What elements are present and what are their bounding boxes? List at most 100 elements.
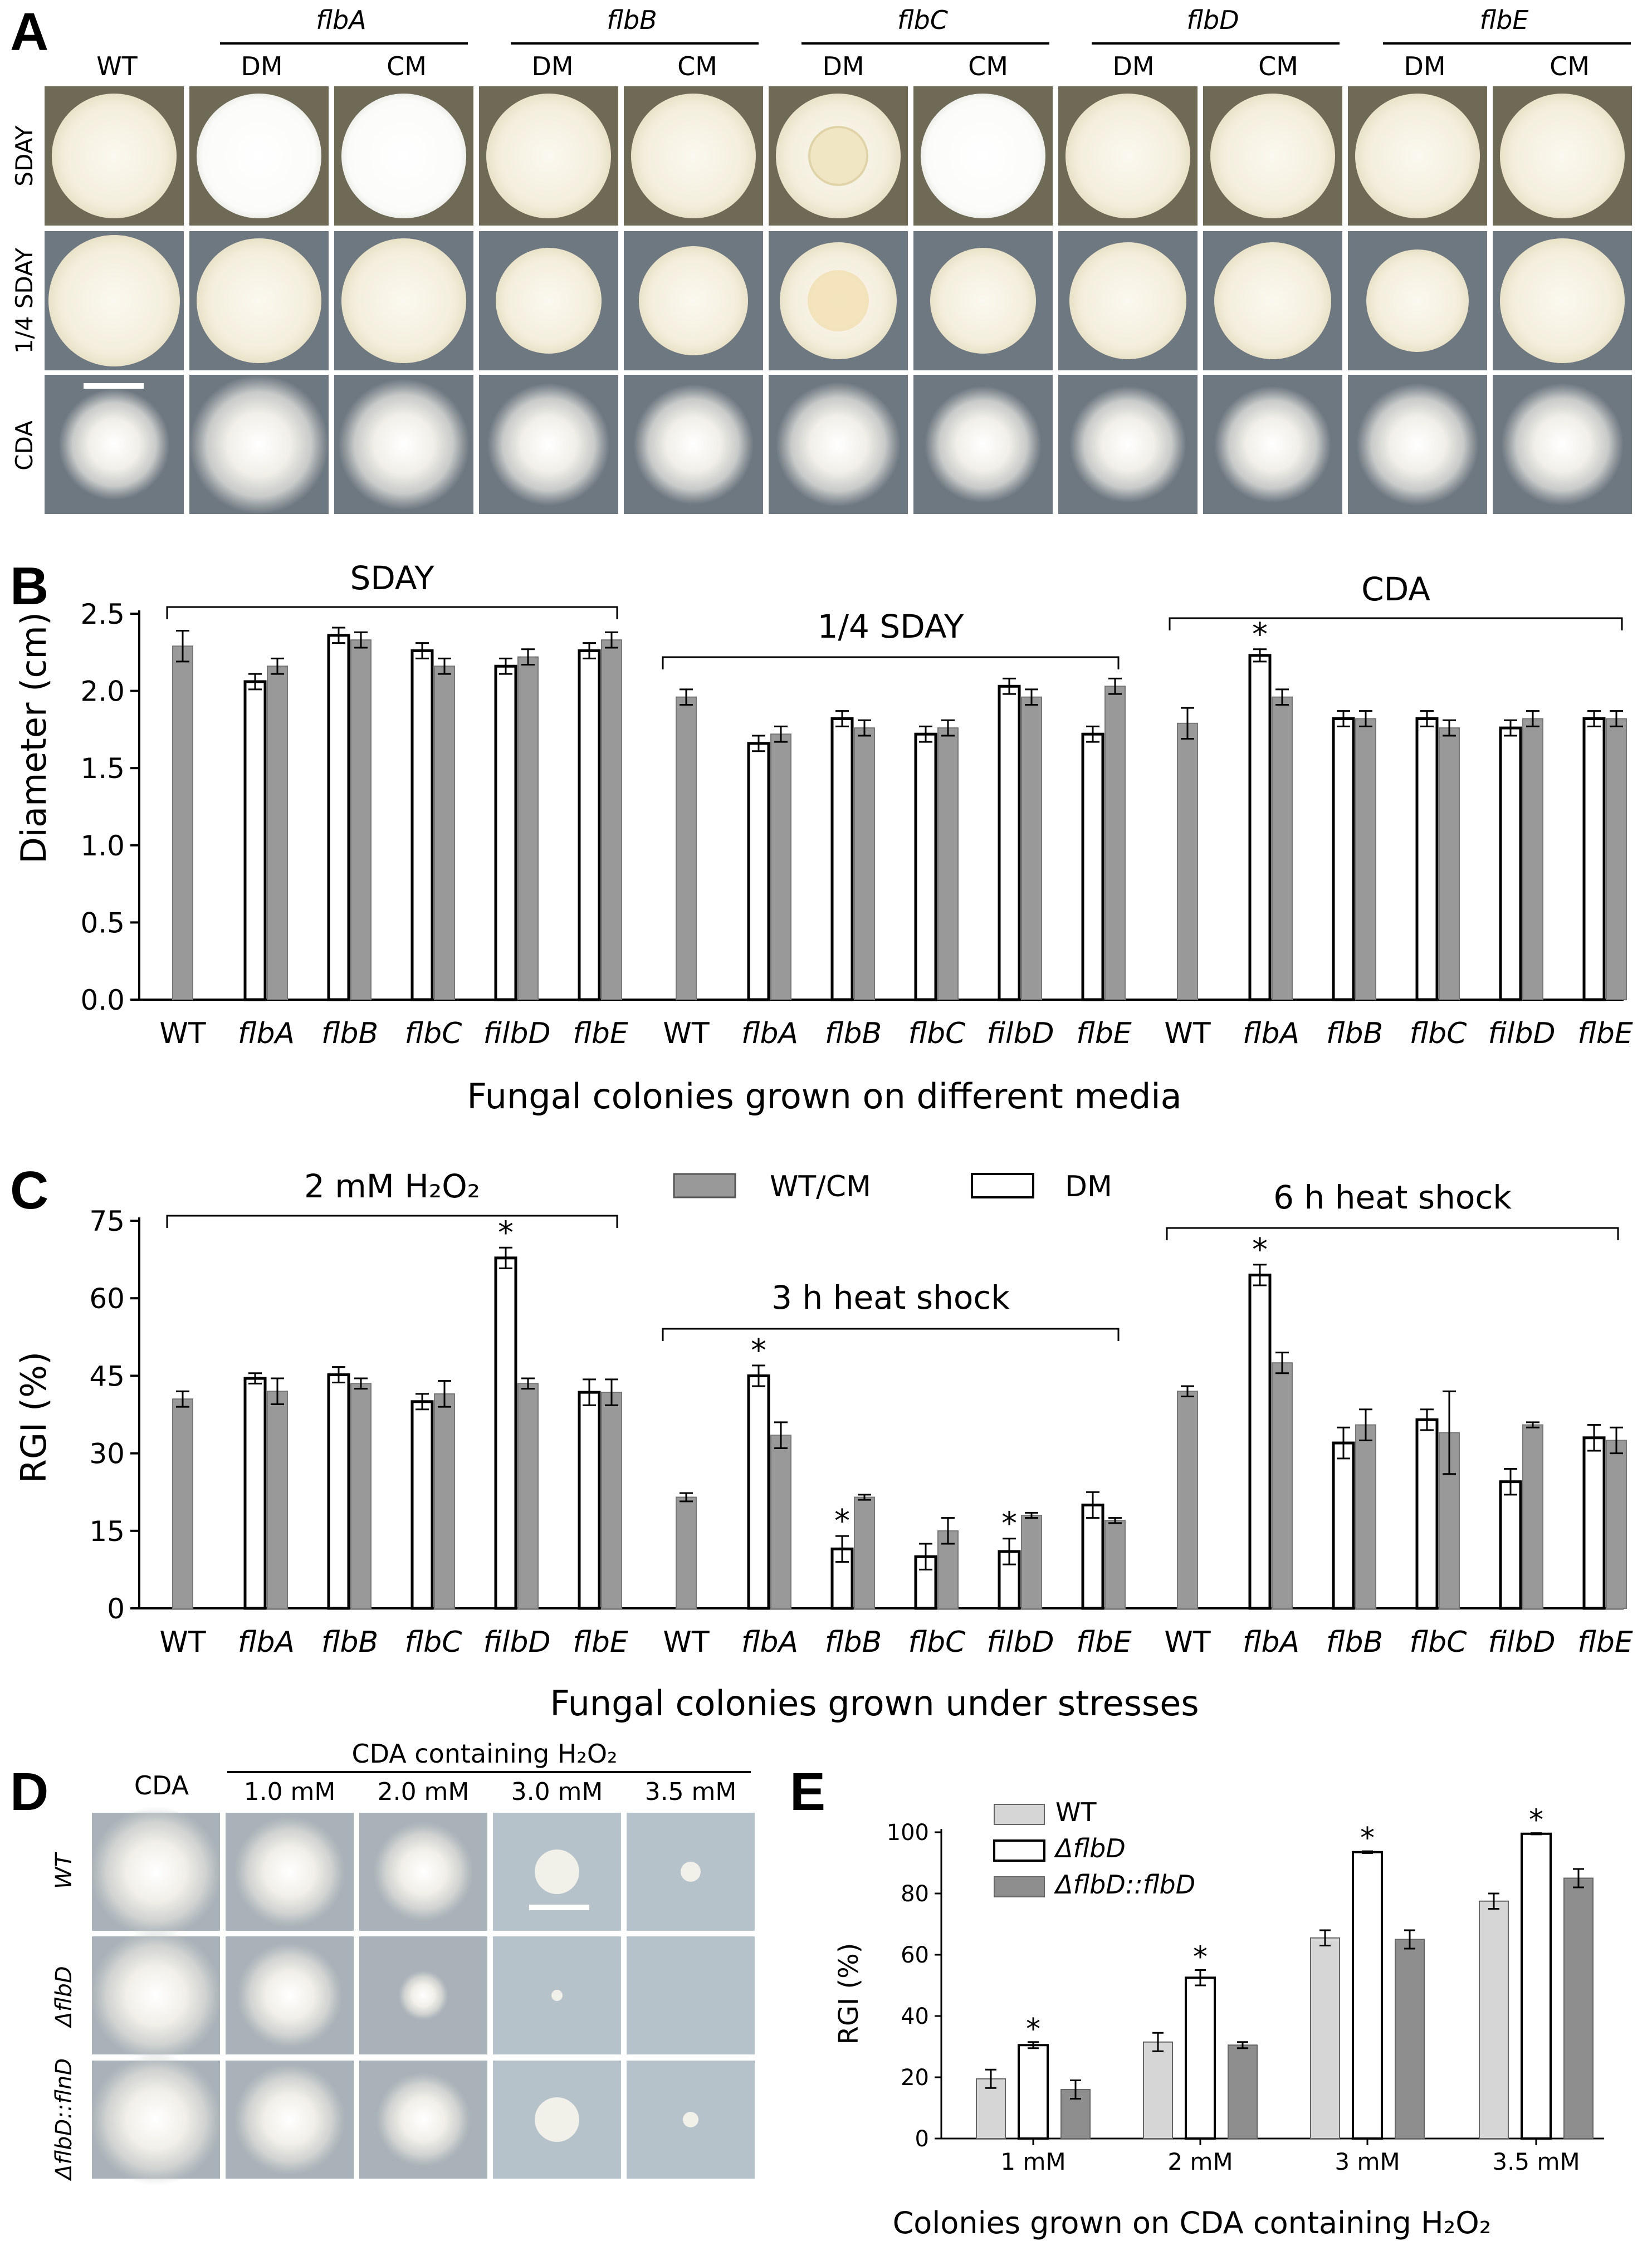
panel-d-colony (237, 1942, 343, 2048)
e-legend-label: ΔflbD (1054, 1833, 1126, 1863)
bar-DM (410, 649, 434, 1001)
panel-a-colony (921, 94, 1045, 218)
panel-e-letter: E (790, 1762, 825, 1822)
panel-a-col-flbB-DM: DM (531, 51, 573, 81)
e-y-tick-label: 60 (901, 1942, 929, 1968)
panel-a-col-flbD-CM: CM (1258, 51, 1298, 81)
error-bar (271, 1377, 284, 1405)
panel-a-colony (1501, 383, 1624, 506)
significance-star: * (498, 1215, 514, 1251)
bar-DM (327, 634, 350, 1001)
e-error-bar (1028, 2041, 1039, 2049)
panel-a-colony (1356, 383, 1479, 506)
panel-a-plates (45, 86, 1632, 514)
error-bar (583, 1378, 596, 1406)
error-bar (438, 1380, 451, 1408)
group-bracket (1166, 1227, 1619, 1240)
x-tick-label: flbE (1577, 1626, 1633, 1659)
e-legend-label: WT (1055, 1797, 1097, 1827)
bar-CM (1104, 1520, 1126, 1609)
x-tick-label: WT (1164, 1017, 1210, 1050)
bar-DM (327, 1373, 350, 1610)
bar-CM (854, 1496, 875, 1609)
error-bar (416, 1393, 429, 1411)
error-bar (752, 1364, 765, 1387)
panel-d-colony (376, 2072, 471, 2167)
bar-DM (998, 684, 1021, 1001)
x-tick-label: WT (159, 1626, 206, 1659)
error-bar (752, 735, 765, 752)
bar-CM (434, 666, 455, 1001)
error-bar (1275, 688, 1289, 706)
error-bar (858, 719, 871, 737)
significance-star: * (751, 1333, 766, 1369)
bar-CM (937, 727, 959, 1001)
x-tick-label: flbE (1577, 1017, 1633, 1050)
e-bar-light (1310, 1937, 1340, 2139)
panel-a-col-flbB-CM: CM (677, 51, 717, 81)
bar-DM (1415, 1418, 1439, 1610)
y-tick-label: 75 (89, 1205, 125, 1237)
error-bar (1359, 1408, 1372, 1441)
x-tick-label: flbC (405, 1626, 463, 1659)
error-bar (774, 1421, 788, 1449)
error-bar (521, 648, 535, 666)
bar-DM (1582, 1436, 1606, 1610)
bar-CM (601, 1392, 622, 1609)
e-bar-light (1143, 2041, 1173, 2139)
bar-DM (747, 1374, 770, 1610)
bar-WT (676, 1496, 697, 1609)
bar-CM (350, 1383, 372, 1609)
e-bar-open (1521, 1832, 1552, 2140)
x-tick-label: WT (663, 1626, 709, 1659)
panel-d-colony (681, 1862, 701, 1882)
error-bar (416, 642, 429, 659)
panel-a-group-flbC: flbC (897, 5, 948, 35)
x-tick-label: flbE (1076, 1017, 1132, 1050)
bar-WT (1177, 1391, 1198, 1609)
bar-CM (1439, 727, 1460, 1001)
x-tick-label: filbD (986, 1017, 1054, 1050)
group-bracket (166, 1215, 618, 1228)
e-x-tick-label: 2 mM (1167, 2148, 1233, 2175)
panel-d-conc: 3.5 mM (645, 1778, 737, 1806)
e-bar-open (1018, 2044, 1049, 2140)
panel-a-group-flbA: flbA (316, 5, 366, 35)
x-tick-label: flbB (825, 1626, 882, 1659)
panel-d-colony (90, 1806, 222, 1937)
significance-star: * (1001, 1506, 1017, 1542)
e-error-bar (1362, 1850, 1373, 1854)
bar-DM (494, 664, 517, 1001)
panel-a-colony (496, 248, 602, 354)
error-bar (583, 642, 596, 659)
panel-a-colony (1066, 94, 1190, 218)
error-bar (332, 1366, 345, 1383)
error-bar (605, 1378, 618, 1406)
panel-a-colony (338, 379, 470, 510)
y-tick-label: 0.0 (80, 984, 125, 1016)
bar-WT (172, 645, 193, 1001)
x-tick-label: flbB (1326, 1626, 1383, 1659)
e-y-tick-label: 20 (901, 2065, 929, 2091)
x-tick-label: filbD (483, 1626, 550, 1659)
panel-a-colony (1214, 386, 1331, 503)
e-x-tick-label: 1 mM (1000, 2148, 1066, 2175)
panel-a-colony (189, 375, 329, 514)
error-bar (941, 1517, 955, 1545)
bar-DM (1415, 717, 1439, 1001)
error-bar (1337, 710, 1350, 727)
panel-a-colony (1500, 94, 1625, 218)
error-bar (176, 1390, 189, 1408)
panel-a-letter: A (10, 2, 48, 62)
panel-a-col-flbD-DM: DM (1112, 51, 1154, 81)
e-bar-mid (1563, 1877, 1594, 2139)
e-error-bar (1152, 2032, 1164, 2052)
panel-a-column-headers: flbA DM CM flbB DM CM flbC DM CM flbD DM CM flbE DM CM (220, 5, 1631, 81)
error-bar (1003, 1538, 1016, 1565)
e-y-tick-label: 100 (887, 1820, 929, 1846)
significance-star: * (1252, 1232, 1268, 1268)
error-bar (1025, 688, 1038, 706)
x-tick-label: WT (1164, 1626, 1210, 1659)
panel-d-row-label: ΔflbD (51, 1966, 77, 2028)
